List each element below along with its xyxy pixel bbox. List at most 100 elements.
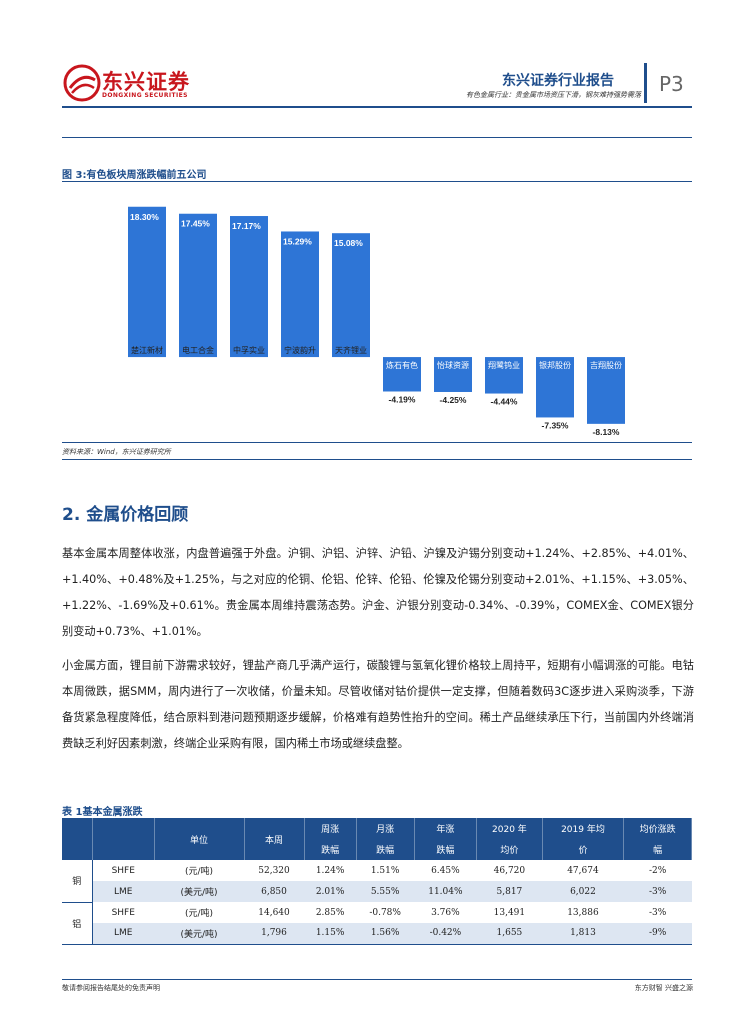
logo-english-name: DONGXING SECURITIES — [102, 92, 188, 99]
chart-category-label: 炼石有色 — [386, 360, 418, 370]
metal-name: 铝 — [62, 902, 93, 945]
price-cell: 14,640 — [258, 907, 290, 918]
table-header-sub: 跌幅 — [304, 839, 357, 860]
unit-cell: (美元/吨) — [154, 881, 244, 902]
table-header-avg2019: 2019 年均 — [542, 818, 625, 839]
chart-bar — [536, 357, 574, 418]
table-header-cell — [62, 818, 93, 860]
chart-value-label: 17.17% — [232, 221, 261, 231]
chart-category-label: 楚江新材 — [131, 345, 163, 355]
table-row: 铝 SHFE (元/吨) 14,640 2.85% -0.78% 3.76% 1… — [62, 902, 692, 945]
chart-value-label: -7.35% — [542, 420, 569, 430]
month-change-cell: 1.51% — [370, 865, 400, 876]
source-rule — [62, 459, 692, 460]
chart-value-label: -8.13% — [593, 427, 620, 437]
table-header-avg2020: 2020 年 — [476, 818, 543, 839]
unit-cell: (元/吨) — [184, 867, 214, 877]
exchange-cell: SHFE — [111, 865, 135, 876]
section-rule-top — [62, 137, 692, 138]
chart-bar — [485, 357, 523, 394]
chart-value-label: 15.08% — [334, 238, 363, 248]
table-header-sub: 幅 — [623, 839, 692, 860]
chart-bar — [383, 357, 421, 392]
header-rule — [62, 106, 692, 108]
year-change-cell: 6.45% — [431, 865, 460, 876]
week-change-cell: 1.24% — [315, 865, 345, 876]
chart-bar — [434, 357, 472, 392]
chart-category-label: 宁波韵升 — [284, 345, 316, 355]
report-name: 东兴证券行业报告 — [502, 73, 614, 89]
table-header-unit: 单位 — [154, 818, 245, 860]
avg-change-cell: -2% — [649, 865, 667, 876]
avg2020-cell: 1,655 — [476, 923, 543, 945]
week-change-cell: 2.01% — [304, 881, 357, 902]
table-header-sub: 跌幅 — [356, 839, 415, 860]
table-row: LME (美元/吨) 6,850 2.01% 5.55% 11.04% 5,81… — [62, 881, 692, 902]
chart-bar — [179, 213, 217, 358]
month-change-cell: -0.78% — [369, 907, 401, 918]
figure-rule-top — [62, 181, 692, 182]
page-number: P3 — [659, 72, 684, 96]
metal-price-table: 单位 本周 周涨 月涨 年涨 2020 年 2019 年均 均价涨跌 跌幅 跌幅… — [62, 818, 692, 945]
section-heading: 2. 金属价格回顾 — [62, 505, 189, 525]
avg2019-cell: 47,674 — [567, 865, 599, 876]
exchange-cell: SHFE — [111, 907, 135, 918]
chart-bar — [281, 231, 319, 358]
exchange-cell: LME — [92, 881, 154, 902]
avg2019-cell: 1,813 — [542, 923, 624, 945]
exchange-cell: LME — [92, 923, 154, 945]
bar-chart: 18.30% 楚江新材 17.45% 电工合金 17.17% 中孚实业 15.29% 宁波韵升… — [128, 206, 625, 437]
report-subtitle: 有色金属行业：贵金属市场资压下滑，钢灰难持强势需落 — [466, 91, 641, 99]
avg2020-cell: 46,720 — [493, 865, 526, 876]
year-change-cell: -0.42% — [414, 923, 477, 945]
year-change-cell: 3.76% — [431, 907, 460, 918]
week-change-cell: 1.15% — [304, 923, 357, 945]
week-change-cell: 2.85% — [315, 907, 345, 918]
metal-name: 铜 — [62, 860, 93, 903]
chart-value-label: 18.30% — [130, 212, 159, 222]
chart-bar — [587, 357, 625, 424]
figure-source: 资料来源：Wind，东兴证券研究所 — [62, 448, 171, 456]
table-row: 铜 SHFE (元/吨) 52,320 1.24% 1.51% 6.45% 46… — [62, 860, 692, 903]
avg2019-cell: 6,022 — [542, 881, 624, 902]
chart-category-label: 吉翔股份 — [590, 360, 622, 370]
chart-value-label: -4.19% — [389, 394, 416, 404]
company-logo-icon — [63, 64, 101, 102]
table-header-price: 本周 — [244, 818, 305, 860]
avg-change-cell: -3% — [623, 881, 692, 902]
table-header-sub: 价 — [542, 839, 625, 860]
chart-bar — [332, 233, 370, 358]
chart-value-label: 17.45% — [181, 219, 210, 229]
table-header-week: 周涨 — [304, 818, 357, 839]
avg2019-cell: 13,886 — [567, 907, 599, 918]
logo-name: 东兴证券 — [102, 70, 190, 94]
chart-value-label: -4.44% — [491, 397, 518, 407]
footer-rule — [62, 979, 692, 980]
price-cell: 1,796 — [244, 923, 304, 945]
table-header-sub: 均价 — [476, 839, 543, 860]
avg2020-cell: 13,491 — [493, 907, 526, 918]
table-header-cell — [92, 818, 155, 860]
chart-category-label: 中孚实业 — [233, 345, 265, 355]
table-row: LME (美元/吨) 1,796 1.15% 1.56% -0.42% 1,65… — [62, 923, 692, 945]
price-cell: 52,320 — [258, 865, 290, 876]
year-change-cell: 11.04% — [414, 881, 477, 902]
chart-bar — [230, 216, 268, 358]
chart-category-label: 怡球资源 — [437, 360, 469, 370]
avg-change-cell: -3% — [649, 907, 667, 918]
unit-cell: (美元/吨) — [154, 923, 244, 945]
month-change-cell: 5.55% — [356, 881, 415, 902]
table-header-avgchg: 均价涨跌 — [623, 818, 692, 839]
table-header-year: 年涨 — [414, 818, 478, 839]
paragraph-minor-metals: 小金属方面，锂目前下游需求较好，锂盐产商几乎满产运行，碳酸锂与氢氧化锂价格较上周… — [62, 659, 694, 750]
footer-disclaimer: 敬请参阅报告结尾处的免责声明 — [62, 984, 160, 992]
header-divider — [644, 63, 647, 103]
paragraph-base-metals: 基本金属本周整体收涨，内盘普遍强于外盘。沪铜、沪铝、沪锌、沪铅、沪镍及沪锡分别变… — [62, 547, 694, 638]
chart-value-label: 15.29% — [283, 236, 312, 246]
month-change-cell: 1.56% — [356, 923, 415, 945]
unit-cell: (元/吨) — [184, 909, 214, 919]
price-cell: 6,850 — [244, 881, 304, 902]
chart-category-label: 天齐锂业 — [335, 345, 367, 355]
chart-bar — [128, 206, 166, 358]
table-title: 表 1基本金属涨跌 — [62, 807, 143, 818]
